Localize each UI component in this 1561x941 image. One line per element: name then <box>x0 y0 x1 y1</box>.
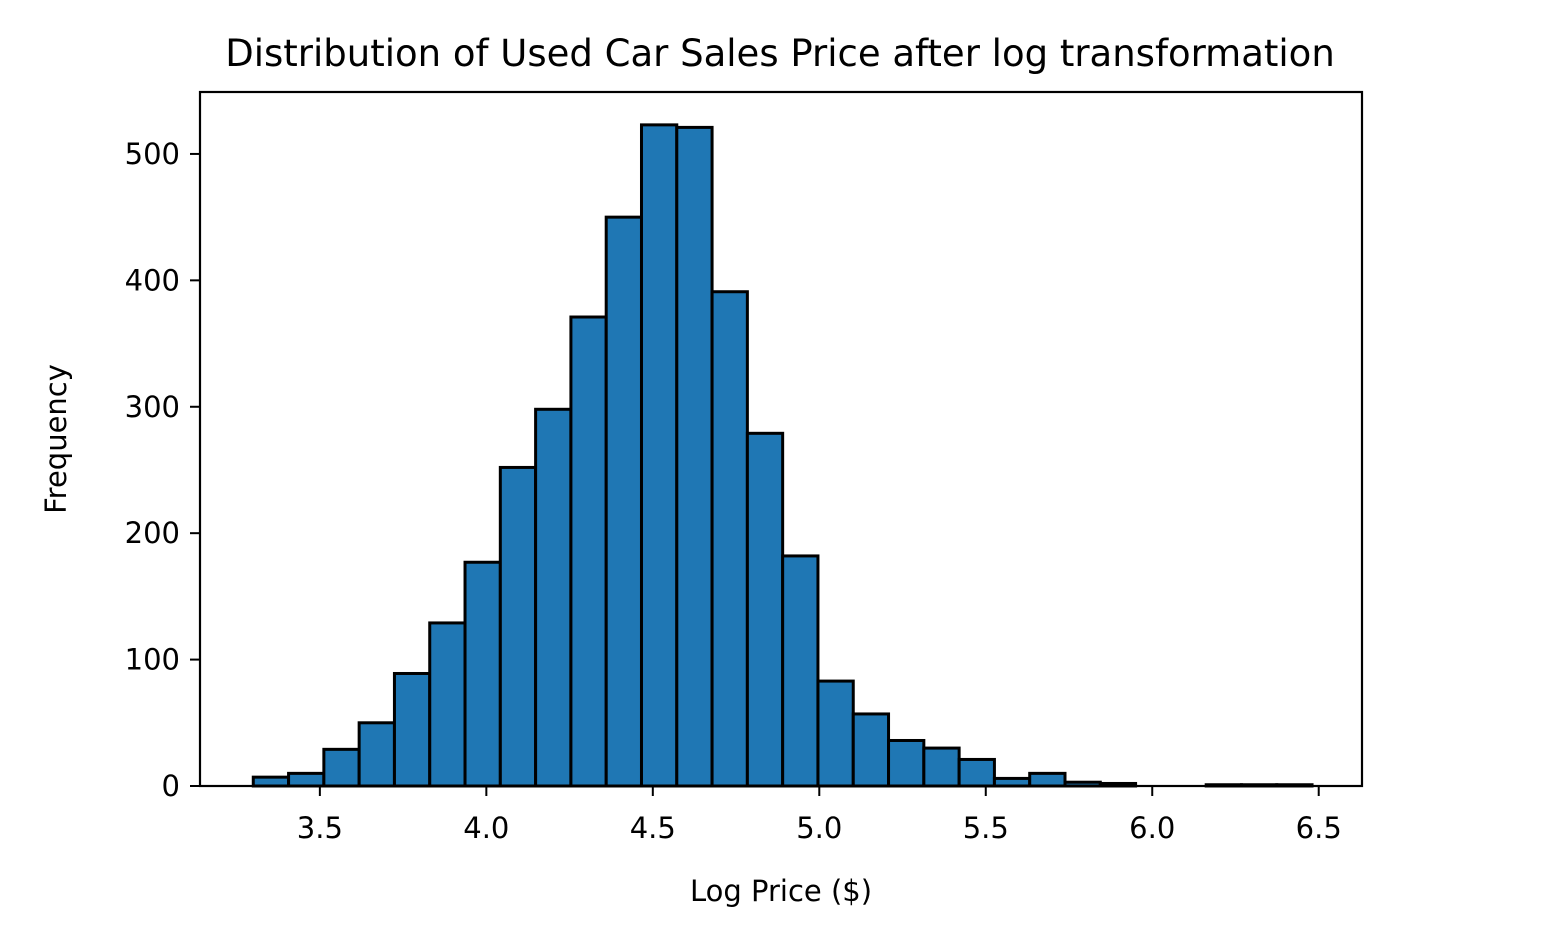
histogram-bar-20 <box>922 746 961 788</box>
x-axis-label: Log Price ($) <box>690 874 872 908</box>
histogram-bar-6 <box>428 621 467 788</box>
histogram-bar-19 <box>887 738 926 788</box>
x-tick-label: 6.0 <box>1129 811 1175 845</box>
histogram-bar-15 <box>745 431 785 788</box>
y-tick-label: 400 <box>125 263 180 297</box>
chart-title: Distribution of Used Car Sales Price aft… <box>225 32 1335 75</box>
histogram-bar-13 <box>675 125 714 788</box>
histogram-bar-16 <box>781 554 820 788</box>
y-axis-ticks: 0 100 200 300 400 500 <box>125 137 200 803</box>
histogram-bar-8 <box>498 465 538 788</box>
histogram-bar-21 <box>957 757 996 788</box>
histogram-bars <box>251 123 1314 788</box>
histogram-bar-7 <box>463 560 502 788</box>
x-tick-label: 5.0 <box>796 811 842 845</box>
histogram-bar-23 <box>1028 771 1067 788</box>
y-tick-label: 500 <box>125 137 180 171</box>
histogram-bar-1 <box>251 775 291 788</box>
x-tick-label: 4.5 <box>630 811 676 845</box>
histogram-bar-22 <box>992 776 1032 788</box>
histogram-bar-12 <box>639 123 679 788</box>
histogram-bar-18 <box>851 712 891 788</box>
histogram-bar-4 <box>357 721 396 788</box>
histogram-bar-10 <box>569 315 608 788</box>
histogram-bar-17 <box>816 679 855 788</box>
y-tick-label: 100 <box>125 643 180 677</box>
histogram-bar-5 <box>392 671 432 788</box>
y-tick-label: 0 <box>162 769 180 803</box>
histogram-bar-14 <box>710 290 749 788</box>
y-tick-label: 200 <box>125 516 180 550</box>
y-tick-label: 300 <box>125 390 180 424</box>
y-axis-label: Frequency <box>39 364 73 514</box>
x-tick-label: 6.5 <box>1296 811 1342 845</box>
x-tick-label: 5.5 <box>963 811 1009 845</box>
histogram-bar-3 <box>322 747 361 788</box>
histogram-bar-11 <box>604 215 643 788</box>
x-tick-label: 4.0 <box>463 811 509 845</box>
plot-frame <box>198 90 1364 788</box>
histogram-bar-2 <box>287 771 326 788</box>
x-tick-label: 3.5 <box>297 811 343 845</box>
x-axis-ticks: 3.5 4.0 4.5 5.0 5.5 6.0 6.5 <box>297 786 1342 845</box>
histogram-bar-9 <box>534 407 573 788</box>
